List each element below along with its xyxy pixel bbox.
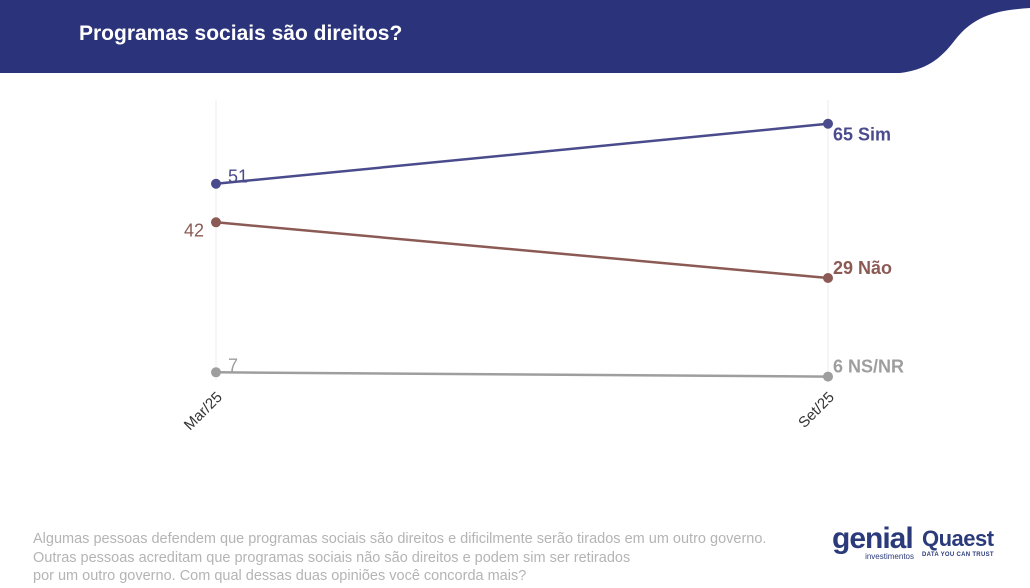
question-line-2: Outras pessoas acreditam que programas s… [33, 549, 631, 566]
header-banner [0, 0, 1030, 73]
question-line-3: por um outro governo. Com qual dessas du… [33, 568, 527, 584]
point-sim-mar [211, 178, 221, 189]
start-label-ns-nr: 7 [228, 355, 238, 375]
survey-question: Algumas pessoas defendem que programas s… [33, 530, 833, 586]
point-n-o-mar [211, 217, 221, 228]
end-label-ns-nr: 6 NS/NR [833, 357, 904, 377]
series-line-ns-nr [215, 371, 829, 378]
genial-logo: genial investimentos [832, 522, 914, 562]
point-sim-set [823, 118, 833, 129]
series-line-n-o [215, 221, 829, 280]
page-title: Programas sociais são direitos? [79, 22, 403, 45]
x-tick-label-set: Set/25 [795, 389, 838, 432]
quaest-logo: Quaest DATA YOU CAN TRUST [922, 526, 1006, 558]
point-ns-nr-set [823, 371, 833, 382]
start-label-n-o: 42 [184, 220, 204, 240]
series-line-sim [215, 122, 829, 185]
start-label-sim: 51 [228, 167, 248, 187]
question-line-1: Algumas pessoas defendem que programas s… [33, 531, 767, 547]
end-label-n-o: 29 Não [833, 258, 892, 278]
genial-logo-sub: investimentos [865, 552, 914, 561]
x-tick-label-mar: Mar/25 [181, 389, 226, 434]
quaest-logo-tagline: DATA YOU CAN TRUST [922, 552, 994, 558]
point-n-o-set [823, 273, 833, 284]
genial-logo-word: genial [832, 522, 914, 555]
quaest-logo-word: Quaest [922, 526, 994, 551]
end-label-sim: 65 Sim [833, 125, 891, 145]
point-ns-nr-mar [211, 367, 221, 378]
